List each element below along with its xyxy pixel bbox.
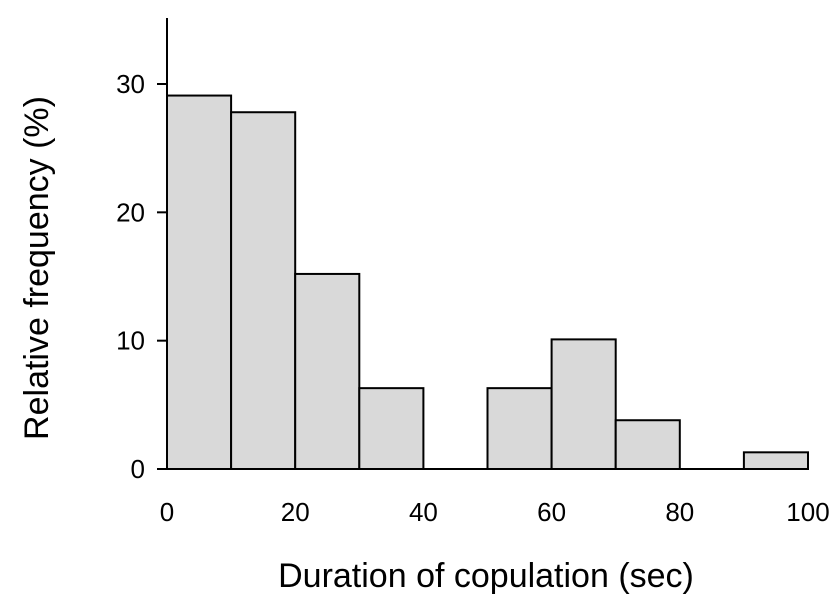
histogram-bar-70-80	[614, 419, 681, 471]
histogram-bar-30-40	[358, 387, 425, 470]
x-tick-label: 80	[665, 497, 694, 527]
x-tick-label: 0	[160, 497, 174, 527]
histogram-bar-0-10	[166, 94, 233, 471]
y-axis-title: Relative frequency (%)	[18, 96, 56, 440]
histogram-bar-60-70	[550, 338, 617, 470]
y-tick-label: 0	[131, 454, 145, 484]
x-tick-label: 40	[409, 497, 438, 527]
y-tick-label: 30	[116, 69, 145, 99]
histogram-bar-90-100	[742, 451, 810, 471]
bars-group	[166, 94, 810, 471]
x-tick-label: 20	[281, 497, 310, 527]
y-tick-label: 20	[116, 197, 145, 227]
x-tick-label: 100	[786, 497, 829, 527]
x-tick-label: 60	[537, 497, 566, 527]
x-axis-title: Duration of copulation (sec)	[278, 557, 694, 595]
y-tick-label: 10	[116, 326, 145, 356]
histogram-bar-10-20	[230, 111, 297, 470]
histogram-bar-20-30	[294, 272, 361, 470]
ticks-group: 0 10 20 30 0 20 40 60 80 100	[116, 69, 830, 527]
histogram-bar-50-60	[486, 387, 553, 470]
axes-group	[166, 18, 808, 470]
